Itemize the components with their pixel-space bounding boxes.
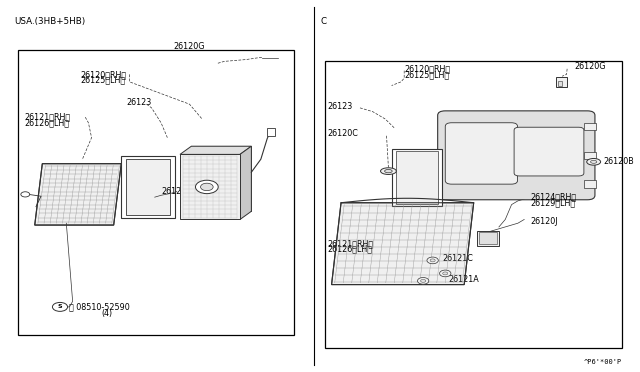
Bar bbox=[556, 77, 567, 87]
Text: 26120B: 26120B bbox=[603, 157, 634, 166]
Text: 26125〈LH〉: 26125〈LH〉 bbox=[81, 76, 126, 84]
Bar bbox=[392, 149, 442, 206]
Bar bbox=[557, 81, 562, 86]
Circle shape bbox=[52, 302, 68, 311]
Ellipse shape bbox=[591, 160, 597, 163]
Circle shape bbox=[195, 180, 218, 194]
Text: 26120C: 26120C bbox=[161, 187, 192, 196]
Bar bbox=[584, 123, 596, 130]
Circle shape bbox=[420, 279, 426, 282]
Polygon shape bbox=[240, 146, 252, 219]
Text: 26120〈RH〉: 26120〈RH〉 bbox=[81, 70, 127, 79]
Text: ^P6'*00'P: ^P6'*00'P bbox=[584, 359, 622, 365]
FancyBboxPatch shape bbox=[514, 127, 584, 176]
Text: 26120C: 26120C bbox=[327, 129, 358, 138]
Text: 26125〈LH〉: 26125〈LH〉 bbox=[404, 70, 449, 79]
Circle shape bbox=[427, 257, 438, 264]
Bar bbox=[18, 50, 294, 335]
Text: 26123: 26123 bbox=[327, 102, 353, 110]
Text: C: C bbox=[321, 17, 327, 26]
Bar bbox=[121, 156, 175, 218]
Bar bbox=[477, 231, 499, 246]
Circle shape bbox=[200, 183, 213, 191]
Polygon shape bbox=[180, 146, 252, 154]
Text: USA.(3HB+5HB): USA.(3HB+5HB) bbox=[14, 17, 85, 26]
Text: 26123: 26123 bbox=[126, 98, 152, 107]
Text: 26121〈RH〉: 26121〈RH〉 bbox=[24, 113, 70, 122]
Text: 26126〈LH〉: 26126〈LH〉 bbox=[327, 245, 372, 254]
Bar bbox=[584, 180, 596, 188]
Text: 26126〈LH〉: 26126〈LH〉 bbox=[24, 118, 69, 127]
Text: (4): (4) bbox=[101, 309, 112, 318]
Polygon shape bbox=[332, 203, 474, 285]
Circle shape bbox=[440, 270, 451, 277]
Text: 26120G: 26120G bbox=[575, 62, 606, 71]
Bar bbox=[584, 152, 596, 159]
FancyBboxPatch shape bbox=[438, 111, 595, 200]
Text: 26121C: 26121C bbox=[442, 254, 473, 263]
Bar bbox=[325, 61, 622, 348]
Circle shape bbox=[21, 192, 29, 197]
Circle shape bbox=[417, 278, 429, 284]
Bar bbox=[396, 151, 438, 204]
Polygon shape bbox=[35, 164, 121, 225]
Bar bbox=[191, 146, 252, 211]
Circle shape bbox=[443, 272, 448, 275]
Text: 26121A: 26121A bbox=[449, 275, 479, 284]
Text: S: S bbox=[58, 304, 62, 310]
Ellipse shape bbox=[381, 168, 396, 174]
Circle shape bbox=[430, 259, 435, 262]
Text: 26120G: 26120G bbox=[173, 42, 205, 51]
Text: 26129〈LH〉: 26129〈LH〉 bbox=[531, 198, 575, 207]
Text: 26121〈RH〉: 26121〈RH〉 bbox=[327, 239, 373, 248]
Bar bbox=[267, 128, 275, 136]
Text: Ⓝ 08510-52590: Ⓝ 08510-52590 bbox=[70, 302, 130, 311]
Text: 26120〈RH〉: 26120〈RH〉 bbox=[404, 64, 451, 73]
Text: 26124〈RH〉: 26124〈RH〉 bbox=[531, 193, 577, 202]
Ellipse shape bbox=[587, 158, 600, 165]
FancyBboxPatch shape bbox=[445, 123, 518, 184]
Bar bbox=[180, 154, 240, 219]
Ellipse shape bbox=[385, 169, 392, 173]
Text: 26120J: 26120J bbox=[531, 217, 558, 226]
Bar bbox=[126, 159, 170, 215]
Bar bbox=[479, 232, 497, 244]
